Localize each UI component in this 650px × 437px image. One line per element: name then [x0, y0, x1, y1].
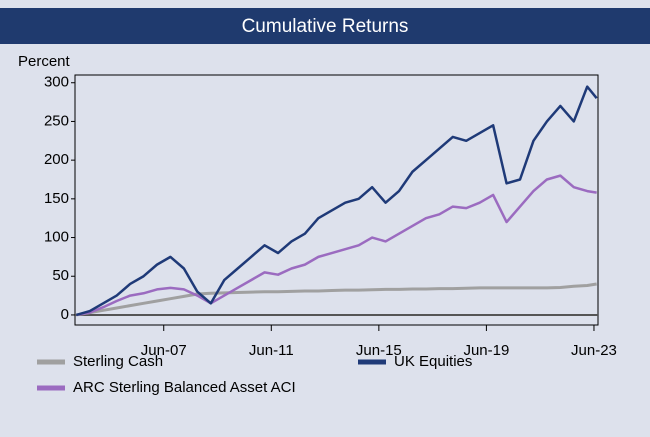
- legend-label: Sterling Cash: [73, 353, 163, 370]
- y-tick-label: 100: [44, 229, 69, 246]
- y-tick-label: 150: [44, 190, 69, 207]
- x-tick-label: Jun-07: [141, 342, 187, 359]
- plot-frame: [74, 74, 599, 326]
- series-line: [76, 174, 597, 317]
- y-tick-label: 50: [52, 267, 69, 284]
- y-tick-label: 250: [44, 112, 69, 129]
- series-line: [75, 85, 598, 317]
- legend-label: UK Equities: [394, 353, 472, 370]
- x-tick-label: Jun-19: [463, 342, 509, 359]
- y-tick-label: 300: [44, 74, 69, 91]
- y-tick-label: 0: [61, 306, 69, 323]
- x-tick-label: Jun-15: [356, 342, 402, 359]
- title-bar: [0, 8, 650, 44]
- y-tick-label: 200: [44, 151, 69, 168]
- x-tick-label: Jun-11: [249, 342, 294, 359]
- chart-title: Cumulative Returns: [242, 16, 409, 37]
- y-axis-label: Percent: [18, 53, 71, 70]
- legend-label: ARC Sterling Balanced Asset ACI: [73, 379, 296, 396]
- x-tick-label: Jun-23: [571, 342, 617, 359]
- series-line: [76, 282, 597, 317]
